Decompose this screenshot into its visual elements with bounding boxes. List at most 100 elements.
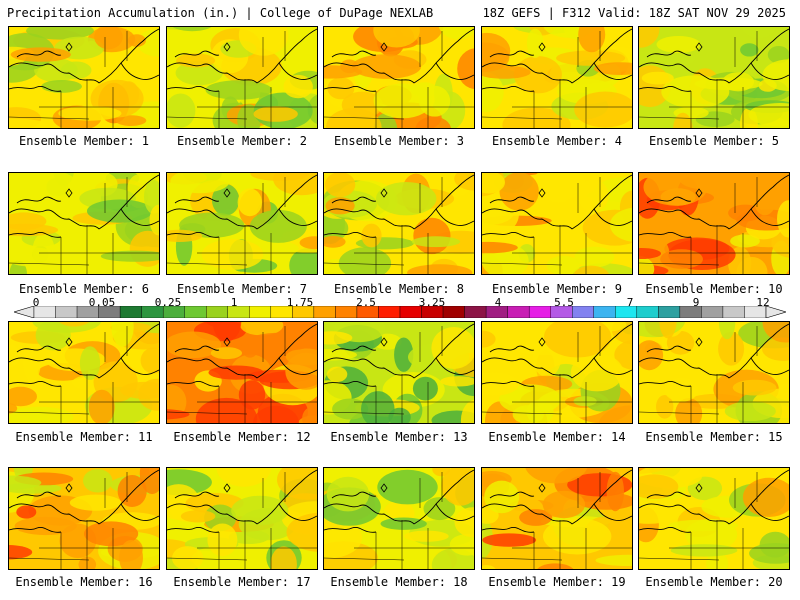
coastline xyxy=(489,50,535,58)
colorbar-swatch xyxy=(313,306,336,318)
coastline xyxy=(167,526,220,533)
ensemble-member-caption: Ensemble Member: 10 xyxy=(645,282,783,296)
coastline xyxy=(482,357,573,379)
coastline xyxy=(324,357,415,379)
precip-map xyxy=(482,173,632,274)
coastline xyxy=(435,503,474,521)
city-marker-icon xyxy=(380,337,388,347)
city-marker-icon xyxy=(223,483,231,493)
coastline xyxy=(16,196,62,204)
coastline xyxy=(435,208,474,226)
colorbar-swatch xyxy=(507,306,530,318)
coastline xyxy=(639,231,692,238)
colorbar-swatch xyxy=(464,306,487,318)
coastline xyxy=(98,469,159,525)
ensemble-member-caption: Ensemble Member: 1 xyxy=(18,134,150,148)
map-panel-member-10 xyxy=(638,172,790,275)
precip-map xyxy=(9,27,159,128)
colorbar-swatch xyxy=(442,306,465,318)
coastline xyxy=(639,503,730,525)
precip-map xyxy=(639,173,789,274)
state-border xyxy=(167,411,248,415)
coastline xyxy=(482,380,535,387)
coastline xyxy=(256,28,317,84)
city-marker-icon xyxy=(65,188,73,198)
state-border xyxy=(167,557,248,561)
map-panel-member-5 xyxy=(638,26,790,129)
coastline xyxy=(571,323,632,379)
state-border xyxy=(324,262,405,266)
coastline xyxy=(9,357,100,379)
colorbar-tick-label: 0.05 xyxy=(88,296,116,309)
state-border xyxy=(639,411,720,415)
coastline xyxy=(646,345,692,353)
city-marker-icon xyxy=(695,42,703,52)
map-panel-member-9 xyxy=(481,172,633,275)
colorbar-tick-label: 7 xyxy=(626,296,634,309)
coastline xyxy=(167,231,220,238)
coastline xyxy=(16,345,62,353)
coastline xyxy=(639,62,730,84)
precip-map xyxy=(324,173,474,274)
city-marker-icon xyxy=(65,337,73,347)
ensemble-member-caption: Ensemble Member: 9 xyxy=(491,282,623,296)
precip-map xyxy=(167,322,317,423)
coastline xyxy=(256,469,317,525)
coastline xyxy=(9,231,62,238)
header-title-right: 18Z GEFS | F312 Valid: 18Z SAT NOV 29 20… xyxy=(482,6,786,20)
header-title-left: Precipitation Accumulation (in.) | Colle… xyxy=(7,6,434,20)
ensemble-member-caption: Ensemble Member: 4 xyxy=(491,134,623,148)
coastline xyxy=(174,50,220,58)
colorbar-swatch xyxy=(55,306,78,318)
precip-map xyxy=(167,468,317,569)
map-panel-member-2 xyxy=(166,26,318,129)
state-border xyxy=(9,262,90,266)
coastline xyxy=(9,380,62,387)
coastline xyxy=(413,323,474,379)
coastline xyxy=(9,85,62,92)
state-border xyxy=(482,411,563,415)
coastline xyxy=(639,85,692,92)
colorbar-swatch xyxy=(249,306,272,318)
city-marker-icon xyxy=(695,483,703,493)
coastline xyxy=(324,503,415,525)
city-marker-icon xyxy=(380,188,388,198)
state-border xyxy=(639,557,720,561)
precip-map xyxy=(639,468,789,569)
coastline xyxy=(278,503,317,521)
map-panel-member-17 xyxy=(166,467,318,570)
state-border xyxy=(9,411,90,415)
ensemble-member-caption: Ensemble Member: 17 xyxy=(173,575,311,589)
coastline xyxy=(98,323,159,379)
map-panel-member-7 xyxy=(166,172,318,275)
map-panel-member-6 xyxy=(8,172,160,275)
state-border xyxy=(324,116,405,120)
map-panel-member-19 xyxy=(481,467,633,570)
ensemble-member-caption: Ensemble Member: 12 xyxy=(173,430,311,444)
coastline xyxy=(639,380,692,387)
precip-map xyxy=(482,322,632,423)
coastline xyxy=(324,85,377,92)
precip-map xyxy=(9,322,159,423)
coastline xyxy=(646,50,692,58)
state-border xyxy=(482,262,563,266)
coastline xyxy=(750,62,789,80)
coastline xyxy=(174,345,220,353)
state-border xyxy=(9,557,90,561)
coastline xyxy=(489,345,535,353)
precip-map xyxy=(167,173,317,274)
state-border xyxy=(9,116,90,120)
precip-map xyxy=(482,468,632,569)
coastline xyxy=(9,208,100,230)
colorbar-swatch xyxy=(119,306,142,318)
coastline xyxy=(728,323,789,379)
ensemble-member-caption: Ensemble Member: 13 xyxy=(330,430,468,444)
coastline xyxy=(331,345,377,353)
coastline xyxy=(750,208,789,226)
map-panel-member-18 xyxy=(323,467,475,570)
state-border xyxy=(482,557,563,561)
state-border xyxy=(324,411,405,415)
city-marker-icon xyxy=(223,188,231,198)
ensemble-member-caption: Ensemble Member: 6 xyxy=(18,282,150,296)
ensemble-member-caption: Ensemble Member: 7 xyxy=(176,282,308,296)
